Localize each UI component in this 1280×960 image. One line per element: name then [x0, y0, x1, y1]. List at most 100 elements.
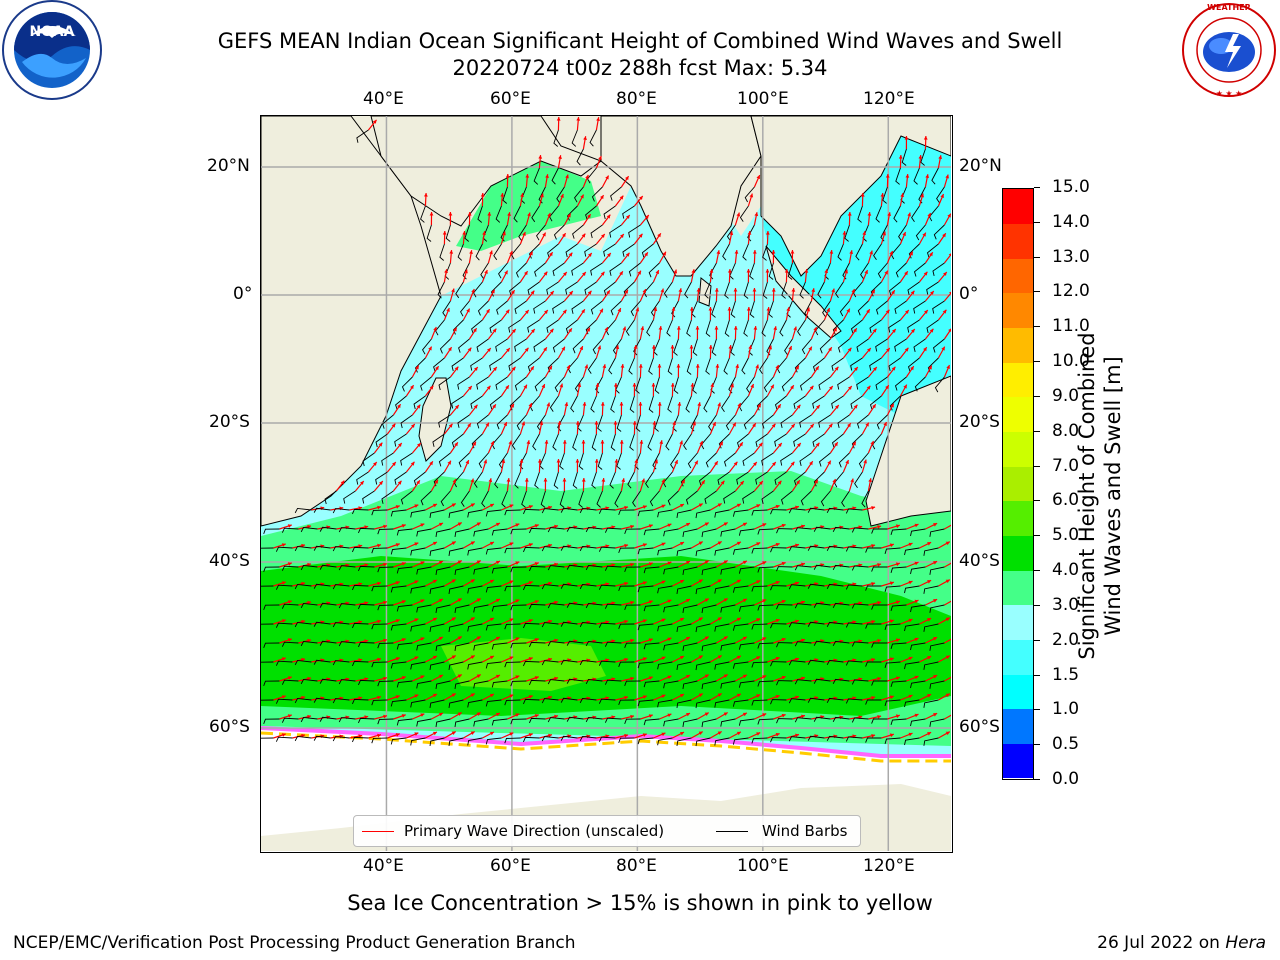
wave-arrow-head: [900, 193, 905, 198]
wind-barb: [705, 319, 711, 337]
wave-arrow-head: [801, 600, 805, 605]
vector-cell: [559, 477, 567, 508]
wind-barb: [521, 490, 527, 508]
wave-arrow-head: [736, 693, 741, 698]
vector-cell: [770, 695, 800, 705]
wind-barb: [394, 433, 407, 447]
vector-cell: [604, 714, 635, 723]
wind-barb: [736, 471, 749, 485]
wind-barb: [377, 680, 394, 687]
wave-arrow-head: [742, 636, 747, 641]
vector-cell: [637, 694, 666, 707]
vector-cell: [261, 695, 286, 701]
wave-arrow-head: [488, 478, 493, 483]
wind-barb: [294, 659, 312, 666]
vector-cell: [682, 598, 710, 613]
wind-barb: [663, 281, 673, 298]
wind-barb: [663, 718, 679, 727]
wind-barb: [597, 452, 603, 470]
vector-cell: [701, 521, 728, 538]
wave-arrow-head: [797, 443, 801, 447]
vector-cell: [799, 365, 820, 391]
wave-arrow-head: [506, 478, 511, 482]
vector-cell: [371, 505, 400, 516]
wave-arrow-head: [871, 734, 876, 738]
wave-arrow-head: [582, 272, 586, 276]
vector-cell: [637, 580, 666, 593]
wave-arrow-head: [686, 561, 691, 565]
vector-cell: [495, 328, 517, 352]
wave-arrow-head: [414, 542, 419, 546]
wind-barb: [635, 376, 641, 394]
wind-barb: [624, 566, 641, 573]
wind-barb: [807, 621, 825, 627]
wind-barb: [720, 528, 736, 537]
wind-barb: [579, 545, 597, 552]
wave-arrow-head: [457, 560, 462, 564]
vector-cell: [390, 618, 419, 631]
vector-cell: [396, 523, 425, 536]
wave-arrow-head: [756, 504, 761, 508]
wave-arrow-head: [808, 346, 812, 351]
wave-arrow-head: [852, 441, 856, 446]
vector-cell: [781, 365, 800, 392]
map-title: GEFS MEAN Indian Ocean Significant Heigh…: [217, 29, 1063, 53]
wind-barb: [933, 224, 945, 240]
wind-barb: [529, 717, 546, 724]
wind-barb: [676, 547, 692, 556]
wave-arrow-head: [752, 288, 757, 292]
left-lat-label-40s: 40°S: [209, 551, 250, 571]
vector-cell: [496, 403, 515, 430]
vector-cell: [663, 269, 678, 298]
vector-cell: [684, 269, 696, 299]
wind-barb: [559, 490, 565, 508]
wind-barb: [923, 661, 939, 670]
vector-cell: [757, 599, 786, 611]
wave-arrow-head: [501, 459, 506, 464]
vector-cell: [910, 522, 938, 537]
wave-arrow-head: [824, 269, 829, 274]
wave-arrow-head: [534, 714, 539, 718]
vector-cell: [768, 249, 776, 280]
wave-arrow-head: [584, 364, 589, 369]
vector-cell: [747, 212, 759, 242]
wind-barb: [643, 566, 660, 574]
wind-barb: [300, 678, 318, 685]
wind-barb: [628, 262, 641, 277]
vector-cell: [500, 212, 511, 242]
vector-cell: [695, 730, 722, 747]
wind-barb: [598, 736, 616, 742]
vector-cell: [861, 478, 873, 508]
wind-barb: [799, 376, 812, 391]
vector-cell: [454, 598, 482, 614]
vector-cell: [714, 541, 742, 556]
vector-cell: [451, 422, 472, 448]
wind-barb: [893, 205, 901, 223]
wind-barb: [429, 547, 445, 557]
wave-arrow-head: [910, 366, 914, 371]
wind-barb: [300, 602, 318, 609]
wind-barb: [590, 262, 603, 276]
vector-cell: [761, 307, 771, 337]
wave-arrow-head: [624, 505, 629, 510]
wave-arrow-head: [476, 636, 481, 640]
wind-barb: [637, 509, 654, 517]
wave-arrow-head: [736, 731, 741, 736]
colorbar-swatch: [1003, 743, 1033, 779]
wave-arrow-head: [509, 542, 514, 546]
wave-arrow-head: [287, 638, 292, 642]
vector-cell: [498, 440, 513, 469]
vector-cell: [865, 657, 895, 667]
wind-barb: [907, 357, 920, 372]
wave-arrow-head: [756, 656, 761, 660]
wind-barb: [589, 129, 597, 147]
wind-barb: [510, 642, 527, 649]
wind-barb: [714, 737, 730, 746]
wind-barb: [850, 395, 863, 410]
wind-barb: [915, 224, 926, 241]
wind-barb: [275, 698, 293, 704]
vector-cell: [572, 420, 580, 451]
vector-cell: [565, 308, 586, 334]
vector-cell: [818, 366, 839, 390]
wave-arrow-head: [545, 174, 549, 178]
